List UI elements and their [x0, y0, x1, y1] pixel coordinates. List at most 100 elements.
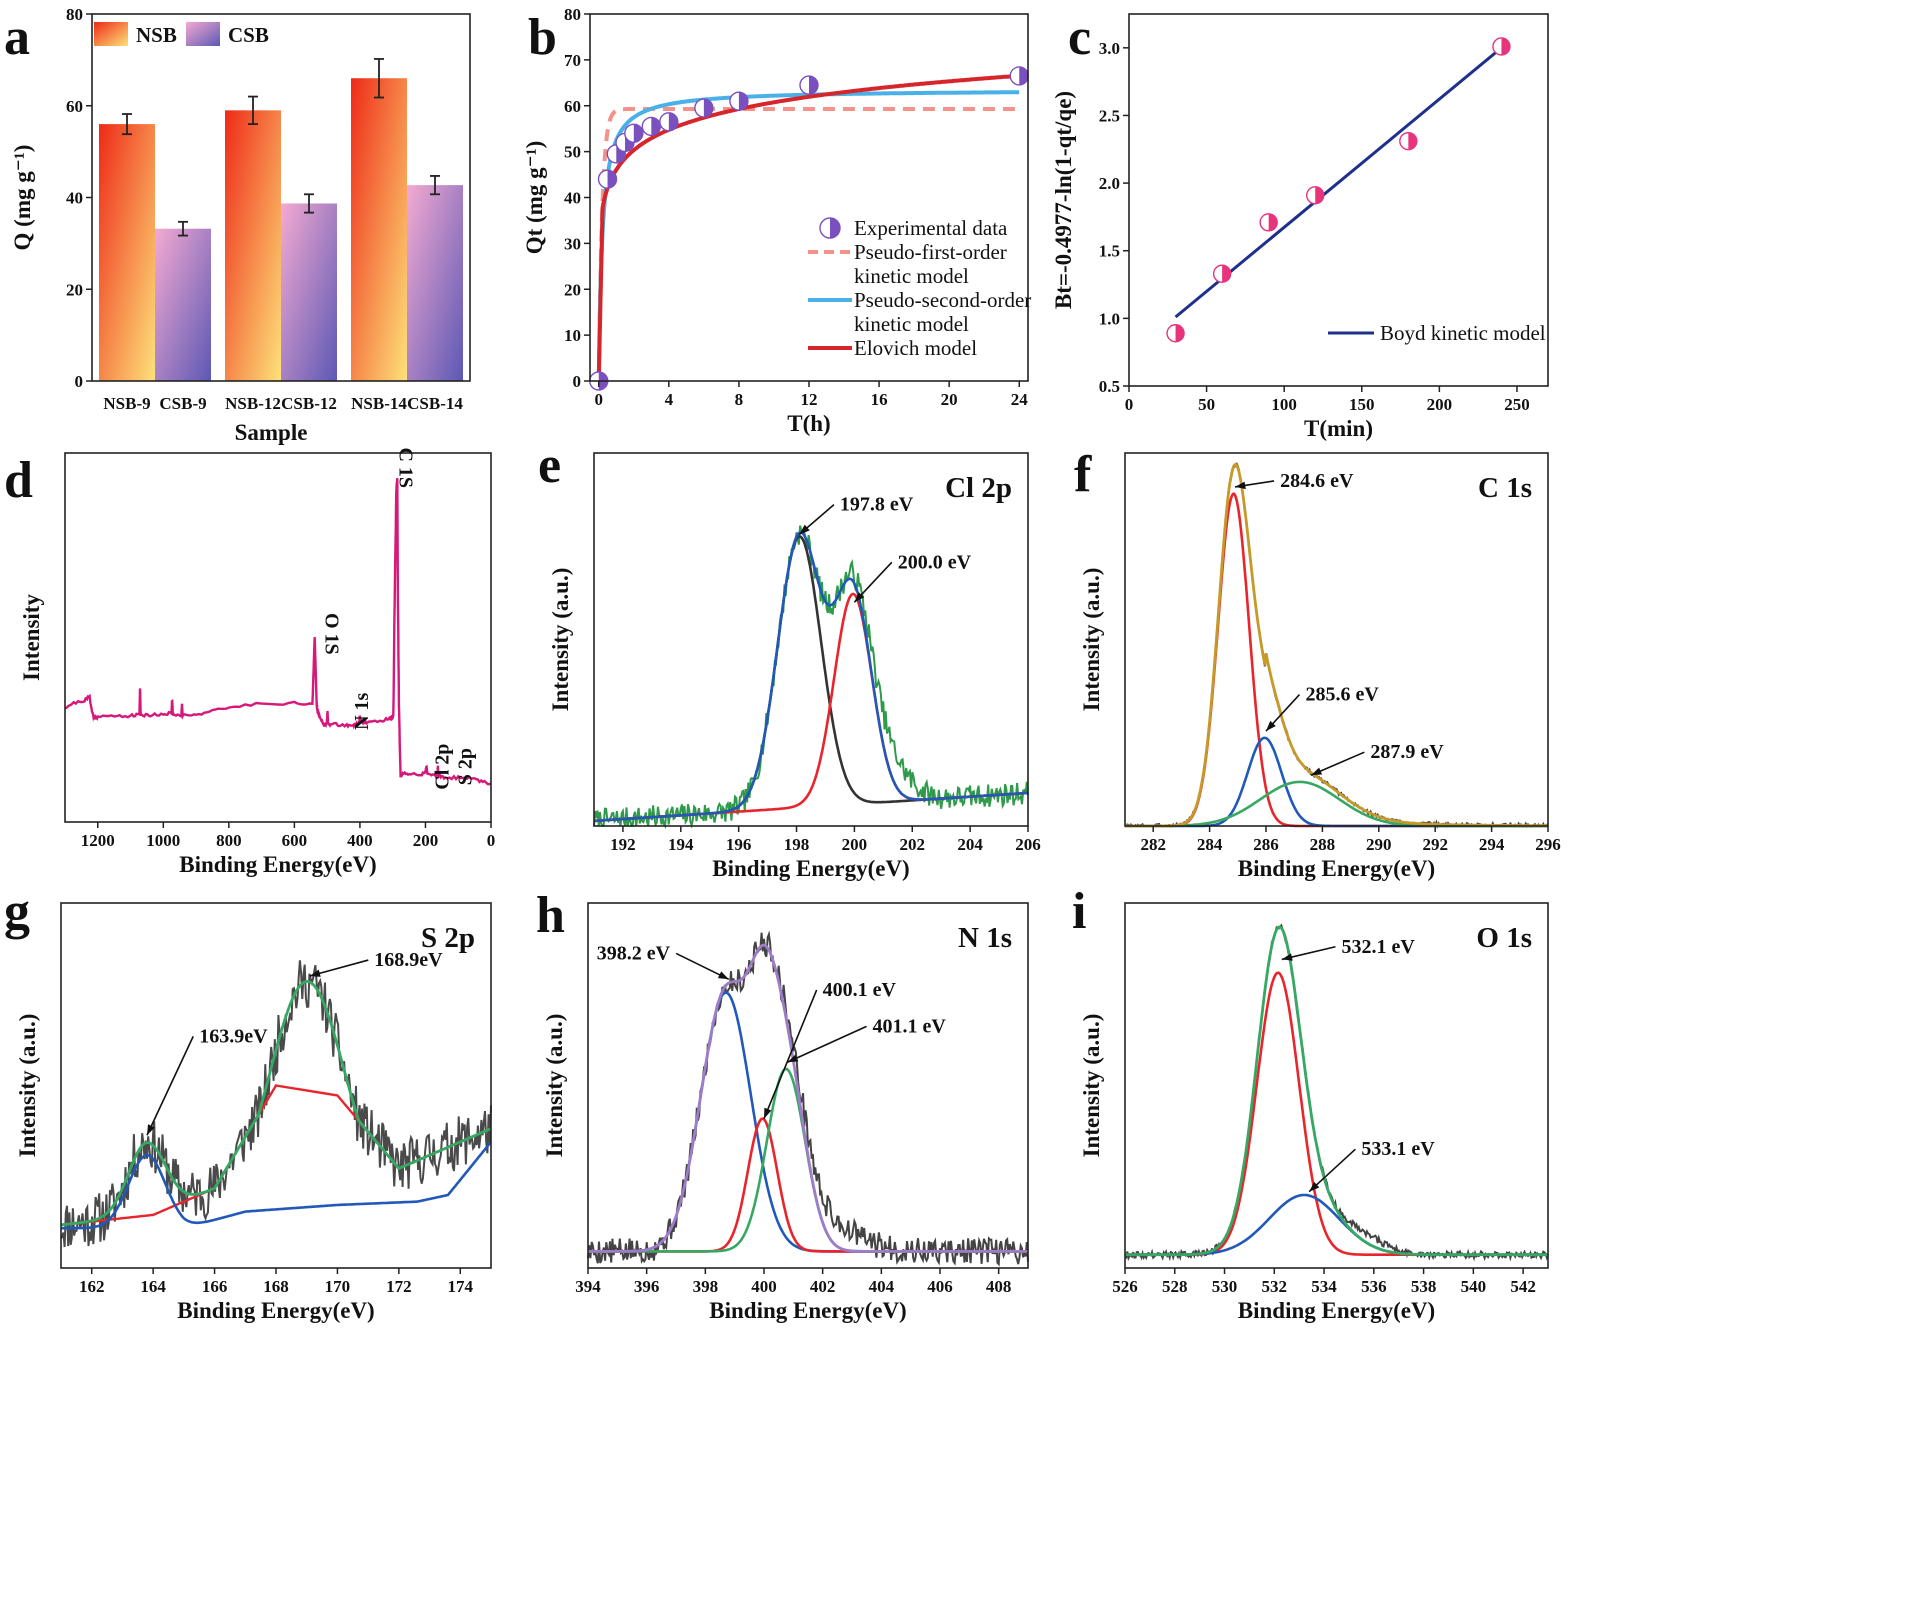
x-tick-label: 526 [1112, 1277, 1138, 1296]
marker-fill [668, 112, 678, 131]
plot-frame [593, 452, 1029, 827]
y-axis-label: Intensity (a.u.) [542, 1014, 567, 1158]
x-tick-label: 100 [1271, 395, 1297, 414]
marker-fill [1501, 37, 1510, 55]
fit-peak-1 [1125, 736, 1548, 828]
x-tick-label: 24 [1011, 390, 1029, 409]
x-axis-label: T(min) [1304, 416, 1373, 441]
x-tick-label: 398 [693, 1277, 719, 1296]
x-tick-label: 538 [1411, 1277, 1437, 1296]
plot-frame [64, 452, 492, 823]
marker-fill [1408, 132, 1417, 150]
raw-spectrum [60, 960, 492, 1248]
x-axis-label: Binding Energy(eV) [709, 1298, 906, 1323]
x-tick-label: 542 [1510, 1277, 1536, 1296]
marker-fill [738, 92, 748, 111]
x-tick-label: 4 [665, 390, 674, 409]
y-axis-label: Qt (mg g⁻¹) [522, 141, 547, 255]
fit-peak-0 [61, 1141, 493, 1230]
x-tick-label: 12 [801, 390, 818, 409]
x-tick-label: 20 [941, 390, 958, 409]
x-tick-label: 172 [386, 1277, 412, 1296]
marker-fill [1268, 213, 1278, 231]
bar-csb-1 [281, 203, 337, 381]
raw-spectrum [587, 930, 1029, 1267]
y-axis-label: Bt=-0.4977-ln(1-qt/qe) [1051, 91, 1076, 309]
data-point-5 [641, 116, 662, 137]
x-axis-label: Binding Energy(eV) [179, 852, 376, 877]
marker-fill [633, 124, 643, 143]
x-tick-label: 292 [1422, 835, 1448, 854]
x-tick-label: 400 [751, 1277, 777, 1296]
x-tick-label: 800 [216, 831, 242, 850]
y-tick-label: 1.0 [1099, 309, 1120, 328]
spectrum-title: S 2p [421, 922, 475, 954]
data-point-5 [1492, 37, 1511, 56]
bar-nsb-0 [99, 124, 155, 381]
fit-envelope [60, 980, 492, 1227]
x-axis-label: Binding Energy(eV) [1238, 1298, 1435, 1323]
x-tick-label: 166 [202, 1277, 228, 1296]
annotation-arrowhead [147, 1124, 155, 1136]
annotation-arrowhead [799, 524, 810, 535]
data-point-7 [694, 98, 714, 118]
x-tick-label: 206 [1015, 835, 1041, 854]
x-tick-label: 250 [1504, 395, 1530, 414]
y-tick-label: 40 [66, 189, 83, 208]
annotation-arrowhead [787, 1054, 799, 1063]
panel-label-d: d [4, 452, 33, 509]
annotation-arrowhead [854, 592, 865, 603]
marker-fill [651, 117, 661, 136]
fit-peak-0 [588, 991, 1028, 1253]
survey-spectrum [64, 478, 492, 786]
x-tick-label: 50 [1198, 395, 1215, 414]
y-axis-label: Intensity (a.u.) [15, 1014, 40, 1158]
y-tick-label: 20 [564, 280, 581, 299]
data-point-3 [1306, 186, 1325, 205]
peak-label-0: 284.6 eV [1280, 470, 1354, 492]
bar-nsb-2 [351, 78, 407, 381]
data-point-1 [597, 169, 618, 189]
data-point-0 [1166, 324, 1185, 343]
peak-label-2: 287.9 eV [1370, 741, 1444, 763]
fit-envelope [593, 531, 1029, 823]
x-tick-label: 200 [842, 835, 868, 854]
y-tick-label: 20 [66, 280, 83, 299]
y-axis-label: Intensity [19, 594, 44, 681]
y-tick-label: 1.5 [1099, 242, 1120, 261]
x-tick-label: 174 [448, 1277, 474, 1296]
x-axis-label: Sample [235, 420, 308, 445]
x-tick-label: 528 [1162, 1277, 1188, 1296]
spectrum-title: N 1s [958, 922, 1012, 954]
x-tick-label: 284 [1197, 835, 1223, 854]
plot-frame [1124, 452, 1549, 827]
annotation-arrow [1308, 1148, 1356, 1193]
legend-label-3: Elovich model [854, 336, 977, 360]
y-tick-label: 2.0 [1099, 174, 1120, 193]
panel-label-a: a [4, 9, 30, 66]
series-line-2 [596, 90, 1020, 382]
panel-label-e: e [538, 437, 561, 494]
x-tick-label: 400 [347, 831, 373, 850]
panel-d: d 1200 1000 800 600 400 200 0 Binding Energy(eV)… [4, 447, 495, 877]
x-tick-label: 164 [140, 1277, 166, 1296]
x-tick-label: 0 [487, 831, 496, 850]
data-point-2 [1259, 213, 1278, 232]
legend-label-0: Experimental data [854, 216, 1008, 240]
y-tick-label: 80 [66, 5, 83, 24]
legend-label: Boyd kinetic model [1380, 321, 1546, 345]
y-tick-label: 50 [564, 143, 581, 162]
x-tick-label: 204 [957, 835, 983, 854]
x-axis-label: T(h) [787, 411, 830, 436]
marker-fill [1175, 324, 1185, 342]
peak-label-0: 398.2 eV [597, 942, 671, 964]
annotation-arrowhead [1309, 1181, 1320, 1192]
y-tick-label: 40 [564, 189, 581, 208]
data-point-6 [659, 112, 679, 132]
data-point-legend [819, 217, 841, 239]
panel-label-b: b [528, 9, 557, 66]
marker-fill [607, 170, 617, 189]
x-tick-label: 202 [900, 835, 926, 854]
plot-frame [587, 902, 1029, 1269]
x-tick-label: 530 [1212, 1277, 1238, 1296]
